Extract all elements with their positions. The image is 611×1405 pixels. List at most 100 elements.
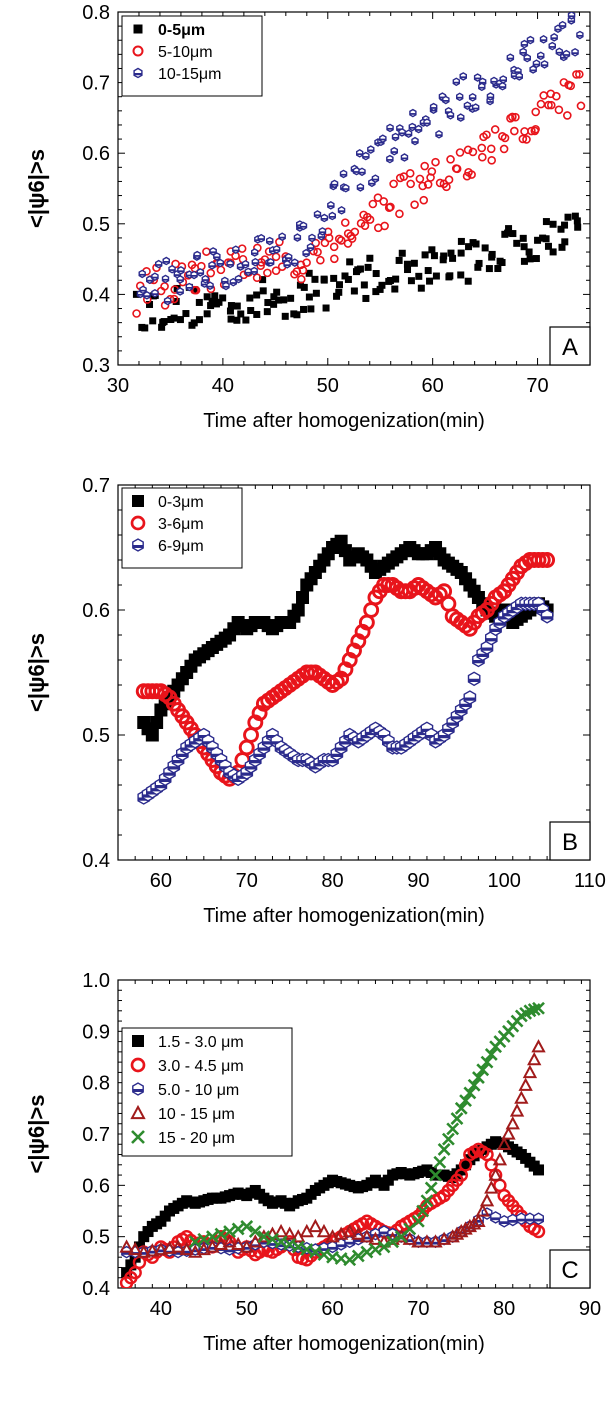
data-point	[358, 167, 366, 177]
data-point	[457, 237, 465, 245]
data-point	[298, 266, 308, 275]
data-point	[499, 75, 507, 84]
data-point	[227, 315, 235, 323]
data-point	[490, 125, 500, 134]
data-point	[539, 552, 556, 568]
data-point	[176, 316, 184, 324]
data-point	[138, 323, 146, 331]
legend-marker	[130, 1104, 146, 1120]
y-tick-label: 0.7	[82, 73, 110, 95]
data-point	[572, 70, 581, 79]
data-point	[390, 146, 398, 156]
data-point	[457, 271, 465, 279]
data-point	[150, 716, 164, 729]
data-point	[386, 154, 394, 164]
data-point	[501, 1126, 516, 1140]
data-point	[558, 20, 567, 30]
data-point	[411, 1234, 426, 1248]
data-point	[531, 1039, 546, 1053]
data-point	[208, 297, 216, 305]
data-point	[302, 248, 310, 258]
data-point	[271, 252, 281, 262]
plot-frame	[117, 484, 591, 861]
data-point	[320, 213, 329, 223]
data-point	[499, 144, 509, 154]
data-point	[291, 258, 299, 268]
data-point	[193, 250, 201, 260]
y-tick-label: 0.7	[82, 1124, 110, 1146]
data-point	[327, 200, 335, 210]
panel-label-box	[549, 1249, 591, 1289]
legend-marker	[132, 495, 144, 507]
data-point	[227, 302, 235, 310]
data-point	[471, 1213, 486, 1227]
data-point	[270, 293, 278, 301]
data-point	[369, 1243, 382, 1256]
data-layer	[132, 12, 586, 332]
data-point	[308, 233, 316, 243]
data-point	[435, 129, 443, 139]
data-point	[526, 255, 534, 263]
data-point	[342, 1223, 357, 1238]
data-point	[419, 1234, 435, 1248]
data-point	[480, 1055, 494, 1069]
data-point	[351, 1249, 365, 1263]
data-point	[488, 1167, 503, 1181]
x-axis-label: Time after homogenization(min)	[203, 1333, 485, 1355]
data-point	[549, 220, 557, 228]
data-point	[197, 1232, 211, 1246]
data-point	[273, 288, 281, 296]
data-point	[237, 310, 245, 318]
data-point	[351, 1226, 366, 1240]
x-tick-label: 70	[526, 375, 548, 397]
data-point	[202, 247, 211, 256]
data-point	[442, 95, 450, 105]
data-point	[211, 292, 219, 300]
data-point	[197, 261, 206, 271]
data-point	[132, 290, 140, 298]
data-point	[335, 281, 343, 289]
data-point	[291, 603, 305, 617]
x-tick-label: 70	[407, 1298, 429, 1320]
data-point	[263, 268, 272, 278]
data-point	[143, 290, 151, 300]
data-point	[490, 76, 498, 86]
data-point	[571, 47, 579, 57]
data-point	[467, 1078, 481, 1092]
data-point	[391, 285, 399, 293]
data-point	[305, 269, 313, 277]
data-point	[496, 257, 504, 265]
y-tick-label: 0.4	[82, 850, 110, 872]
data-point	[330, 254, 339, 264]
data-point	[205, 1230, 219, 1244]
data-point	[420, 161, 429, 171]
data-point	[539, 34, 548, 44]
data-point	[520, 39, 529, 49]
data-point	[395, 256, 403, 264]
data-point	[205, 1239, 220, 1253]
data-point	[533, 1164, 545, 1176]
x-tick-label: 80	[493, 1298, 515, 1320]
data-point	[514, 1090, 529, 1104]
data-point	[456, 92, 464, 102]
data-point	[405, 169, 415, 178]
series-0	[137, 534, 554, 742]
y-tick-label: 0.4	[82, 1278, 110, 1300]
data-point	[317, 1248, 331, 1262]
x-tick-label: 40	[150, 1298, 172, 1320]
data-point	[247, 307, 255, 315]
data-point	[308, 1245, 322, 1259]
data-point	[311, 275, 319, 283]
data-point	[367, 145, 375, 154]
legend-label: 1.5 - 3.0 μm	[158, 1034, 244, 1051]
data-point	[149, 317, 157, 325]
legend-label: 6-9μm	[158, 538, 204, 555]
data-point	[139, 285, 147, 295]
x-tick-label: 60	[150, 870, 172, 892]
legend-label: 5.0 - 10 μm	[158, 1082, 239, 1099]
data-point	[379, 134, 387, 144]
data-point	[435, 178, 445, 188]
data-point	[446, 110, 455, 120]
data-point	[316, 255, 325, 265]
data-point	[394, 1229, 409, 1243]
